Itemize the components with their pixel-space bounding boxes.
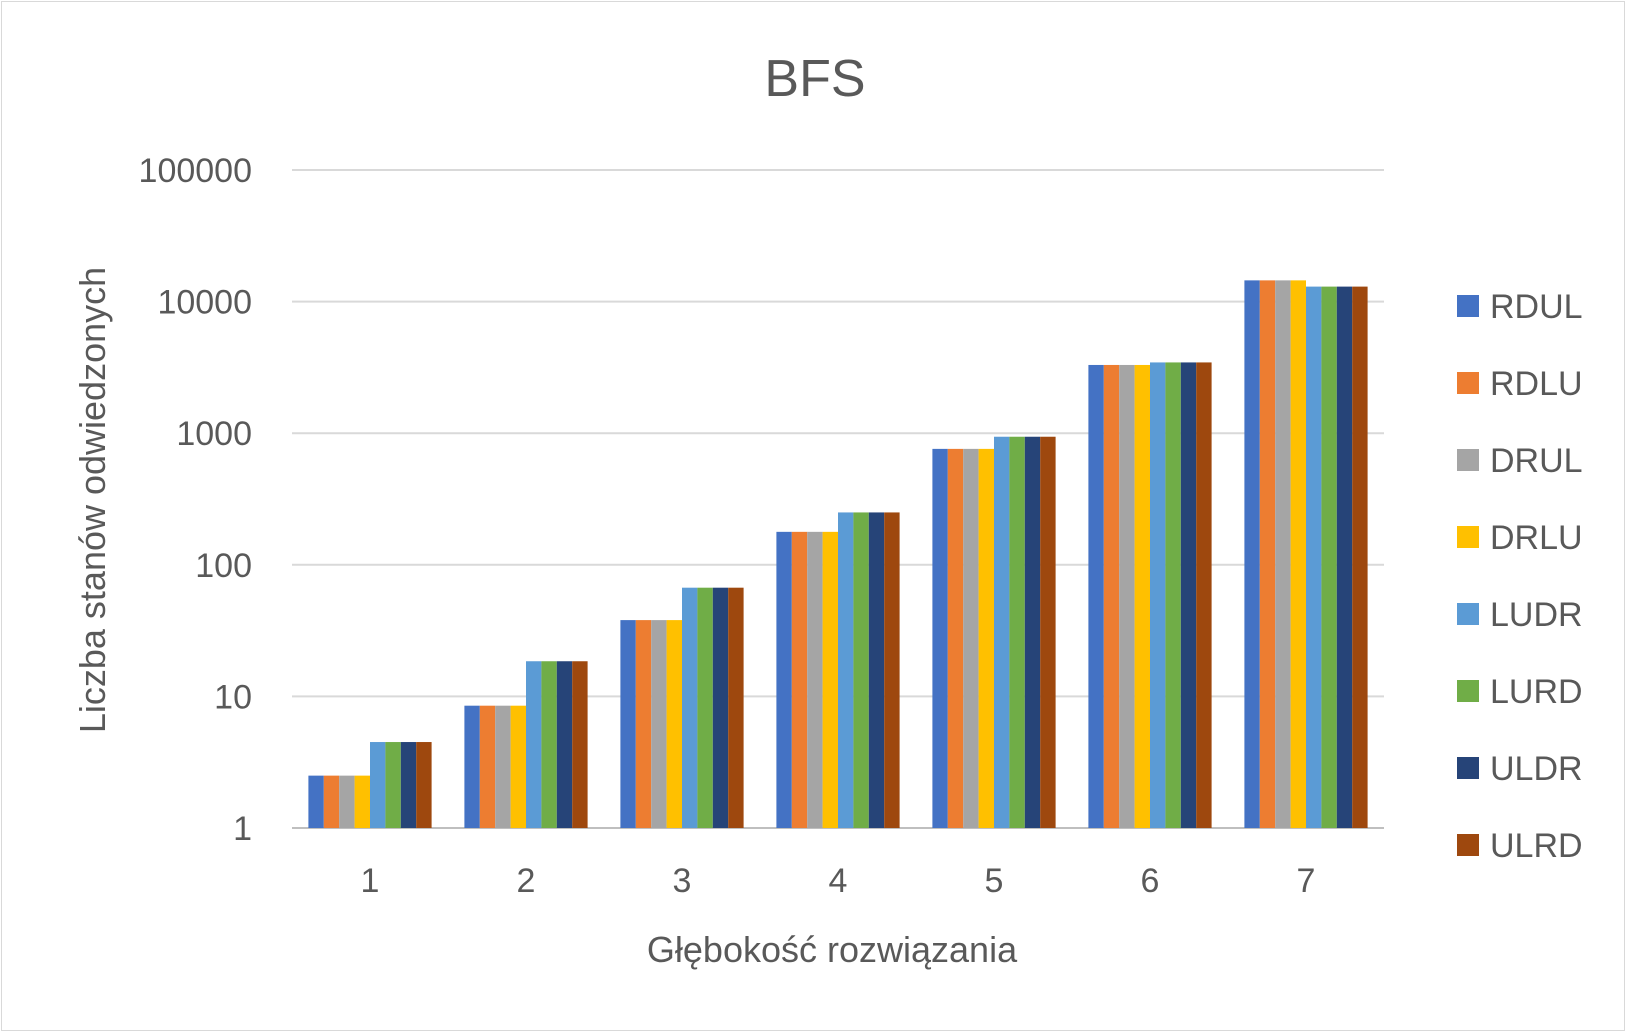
legend-label: RDLU [1490, 365, 1583, 403]
bar-ulrd [1040, 436, 1056, 828]
bar-drul [807, 531, 823, 828]
bar-drlu [978, 448, 994, 828]
legend-label: RDUL [1490, 288, 1583, 326]
x-tick-label: 1 [361, 862, 380, 900]
bar-ulrd [1196, 362, 1212, 828]
bar-drul [651, 620, 667, 828]
bar-uldr [712, 587, 729, 828]
chart-title: BFS [764, 50, 865, 108]
bar-uldr [556, 661, 573, 828]
bar-ludr [838, 512, 854, 828]
bar-rdlu [947, 448, 964, 828]
bar-rdul [308, 775, 324, 828]
bar-uldr [1024, 436, 1041, 828]
bar-rdlu [635, 620, 652, 828]
bar-ludr [994, 436, 1010, 828]
x-tick-label: 3 [673, 862, 692, 900]
legend-label: LUDR [1490, 596, 1583, 634]
x-tick-label: 4 [829, 862, 848, 900]
legend-swatch-rdul [1457, 295, 1479, 317]
bar-rdul [620, 620, 636, 828]
bar-uldr [868, 512, 885, 828]
x-tick-label: 7 [1297, 862, 1316, 900]
legend-label: DRUL [1490, 442, 1583, 480]
legend-swatch-rdlu [1457, 372, 1479, 394]
bar-lurd [1009, 436, 1025, 828]
legend-label: ULRD [1490, 827, 1583, 865]
bar-ludr [1150, 362, 1166, 828]
bar-uldr [1336, 286, 1353, 828]
bar-ulrd [1352, 286, 1368, 828]
bar-ulrd [728, 587, 744, 828]
bar-rdul [1088, 364, 1104, 828]
y-axis-title: Liczba stanów odwiedzonych [72, 267, 113, 733]
legend-swatch-drlu [1457, 526, 1479, 548]
bar-rdul [932, 448, 948, 828]
bar-ludr [1306, 286, 1322, 828]
bar-drlu [1290, 280, 1306, 828]
bar-drlu [1134, 364, 1150, 828]
bar-lurd [385, 742, 401, 828]
bar-ludr [370, 742, 386, 828]
legend-label: DRLU [1490, 519, 1583, 557]
bar-drul [963, 448, 979, 828]
bar-ludr [526, 661, 542, 828]
bar-lurd [697, 587, 713, 828]
legend: RDUL RDLU DRUL DRLU LUDR LURD ULDR ULRD [1457, 288, 1583, 865]
bar-drlu [510, 705, 526, 828]
y-tick-label: 1 [233, 810, 252, 848]
bars [308, 280, 1368, 828]
bar-lurd [541, 661, 557, 828]
bar-rdul [464, 705, 480, 828]
bar-lurd [853, 512, 869, 828]
bar-rdlu [1259, 280, 1276, 828]
bar-rdlu [791, 531, 808, 828]
bar-ulrd [572, 661, 588, 828]
x-axis-title: Głębokość rozwiązania [647, 929, 1018, 970]
x-tick-label: 2 [517, 862, 536, 900]
x-tick-labels: 1 2 3 4 5 6 7 [361, 862, 1316, 900]
legend-label: ULDR [1490, 750, 1583, 788]
bar-rdul [1244, 280, 1260, 828]
bar-rdul [776, 531, 792, 828]
x-tick-label: 5 [985, 862, 1004, 900]
bar-uldr [1180, 362, 1197, 828]
y-tick-label: 10000 [157, 284, 252, 322]
bar-ulrd [884, 512, 900, 828]
bar-drlu [822, 531, 838, 828]
bar-drlu [666, 620, 682, 828]
bar-drlu [354, 775, 370, 828]
y-tick-label: 100 [195, 547, 252, 585]
bar-drul [1119, 364, 1135, 828]
bar-drul [339, 775, 355, 828]
bar-lurd [1321, 286, 1337, 828]
bar-drul [1275, 280, 1291, 828]
legend-swatch-drul [1457, 449, 1479, 471]
bar-lurd [1165, 362, 1181, 828]
x-tick-label: 6 [1141, 862, 1160, 900]
bar-rdlu [1103, 364, 1120, 828]
bar-rdlu [479, 705, 496, 828]
bar-rdlu [323, 775, 340, 828]
bar-ulrd [416, 742, 432, 828]
legend-swatch-lurd [1457, 680, 1479, 702]
legend-label: LURD [1490, 673, 1583, 711]
bar-drul [495, 705, 511, 828]
legend-swatch-ludr [1457, 603, 1479, 625]
bar-uldr [400, 742, 417, 828]
bar-ludr [682, 587, 698, 828]
y-tick-label: 100000 [139, 152, 252, 190]
y-tick-label: 10 [214, 678, 252, 716]
y-tick-label: 1000 [176, 415, 252, 453]
legend-swatch-uldr [1457, 757, 1479, 779]
y-tick-labels: 1 10 100 1000 10000 100000 [139, 152, 252, 848]
legend-swatch-ulrd [1457, 834, 1479, 856]
